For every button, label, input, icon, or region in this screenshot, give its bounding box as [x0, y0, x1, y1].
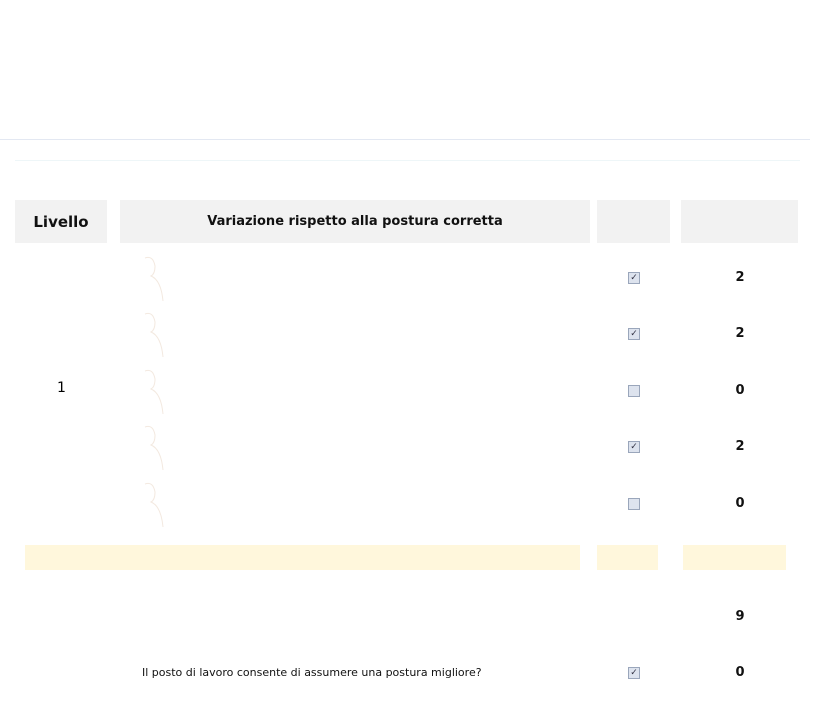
divider [0, 139, 810, 140]
row-checkbox[interactable] [628, 385, 640, 397]
header-variation: Variazione rispetto alla postura corrett… [120, 200, 590, 243]
question-label: Il posto di lavoro consente di assumere … [142, 666, 482, 679]
divider [15, 160, 800, 161]
row-score: 2 [735, 270, 745, 285]
header-level: Livello [15, 200, 107, 243]
row-score: 0 [735, 383, 745, 398]
posture-figure-icon [144, 369, 164, 415]
summary-band-check [597, 545, 658, 570]
row-checkbox[interactable] [628, 498, 640, 510]
row-score: 2 [735, 439, 745, 454]
row-checkbox[interactable]: ✓ [628, 272, 640, 284]
row-checkbox[interactable]: ✓ [628, 441, 640, 453]
level-value: 1 [57, 380, 66, 396]
question-score: 0 [735, 665, 745, 680]
posture-figure-icon [144, 312, 164, 358]
row-checkbox[interactable]: ✓ [628, 328, 640, 340]
posture-figure-icon [144, 256, 164, 302]
row-score: 0 [735, 496, 745, 511]
row-score: 2 [735, 326, 745, 341]
summary-band [25, 545, 580, 570]
total-score: 9 [735, 609, 745, 624]
header-score [681, 200, 798, 243]
posture-figure-icon [144, 425, 164, 471]
summary-band-score [683, 545, 786, 570]
header-check [597, 200, 670, 243]
question-checkbox[interactable]: ✓ [628, 667, 640, 679]
posture-figure-icon [144, 482, 164, 528]
